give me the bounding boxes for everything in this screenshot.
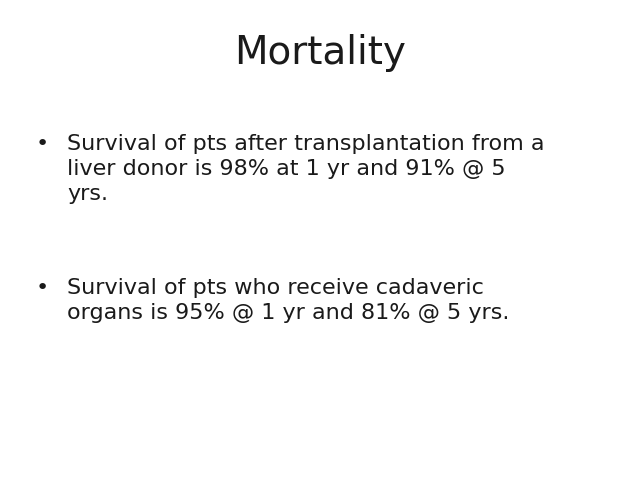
Text: •: • [35, 278, 49, 299]
Text: Survival of pts after transplantation from a
liver donor is 98% at 1 yr and 91% : Survival of pts after transplantation fr… [67, 134, 545, 204]
Text: Survival of pts who receive cadaveric
organs is 95% @ 1 yr and 81% @ 5 yrs.: Survival of pts who receive cadaveric or… [67, 278, 509, 323]
Text: •: • [35, 134, 49, 155]
Text: Mortality: Mortality [234, 34, 406, 72]
